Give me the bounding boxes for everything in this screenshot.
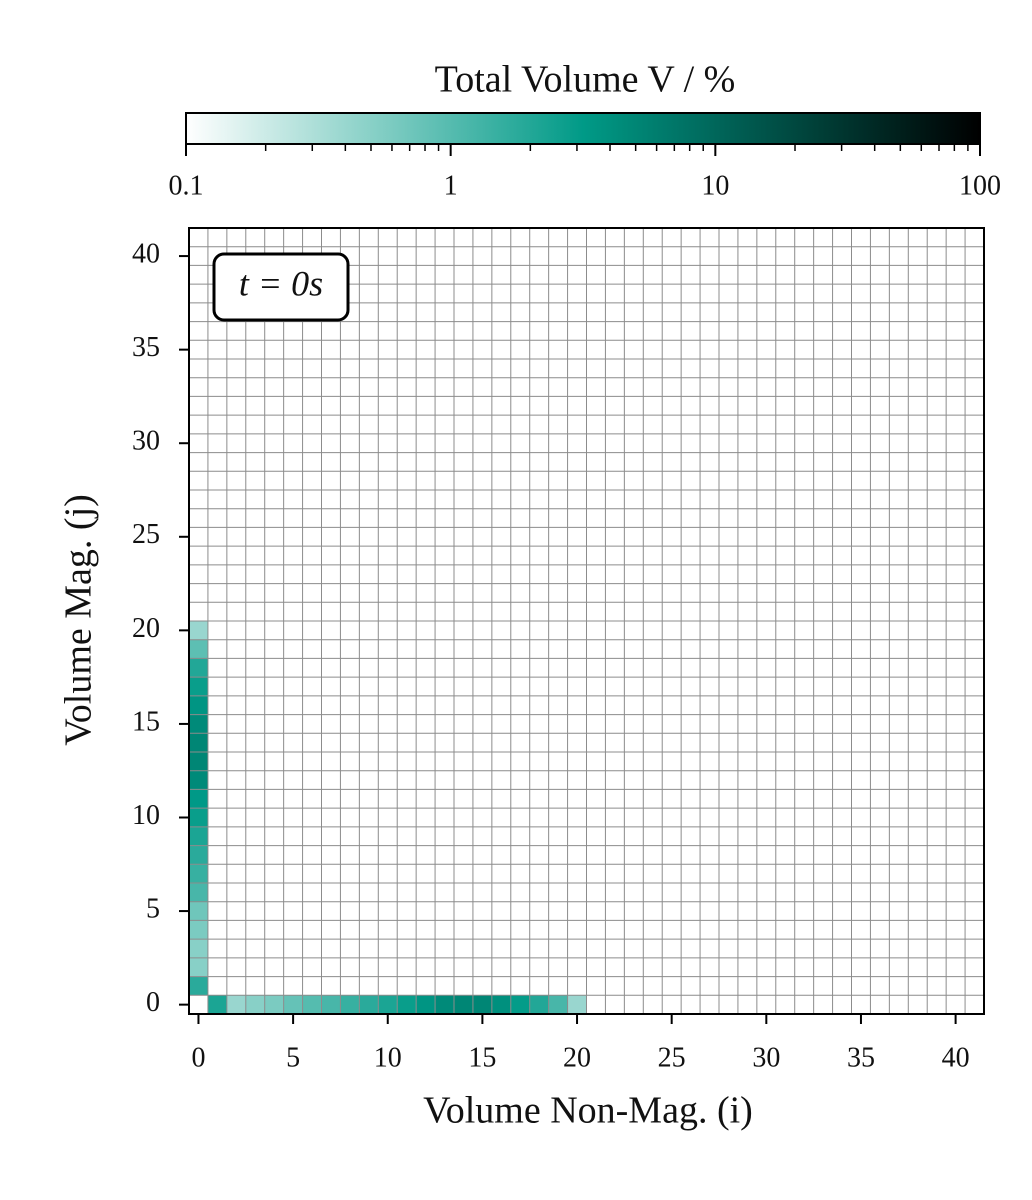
heatmap-cell [340, 995, 360, 1014]
heatmap-cell [189, 845, 208, 865]
heatmap-cell [189, 939, 208, 958]
heatmap-cell [189, 733, 208, 752]
heatmap-cell [189, 752, 208, 771]
heatmap-cell [189, 621, 208, 640]
x-tick-label: 35 [847, 1042, 875, 1073]
y-tick-label: 25 [132, 519, 160, 550]
heatmap-cell [189, 920, 208, 940]
heatmap-cell [302, 995, 322, 1014]
heatmap-cell [472, 995, 492, 1014]
heatmap-cell [510, 995, 530, 1014]
x-tick-label: 25 [658, 1042, 686, 1073]
heatmap-cell [245, 995, 265, 1014]
heatmap-cell [189, 714, 208, 734]
x-tick-label: 30 [752, 1042, 780, 1073]
annotation-box [212, 252, 350, 322]
heatmap-cell [491, 995, 511, 1014]
x-tick-label: 0 [191, 1042, 205, 1073]
y-tick-label: 10 [132, 800, 160, 831]
heatmap-cell [397, 995, 417, 1014]
heatmap-cell [435, 995, 454, 1014]
heatmap-cell [454, 995, 473, 1014]
heatmap-cell [207, 995, 227, 1014]
heatmap-cell [529, 995, 549, 1014]
x-axis-label: Volume Non-Mag. (i) [423, 1090, 753, 1132]
heatmap-cell [189, 677, 208, 696]
x-tick-label: 40 [942, 1042, 970, 1073]
plot-frame [188, 227, 985, 1015]
y-tick-label: 40 [132, 238, 160, 269]
heatmap-cell [378, 995, 398, 1014]
heatmap-cell [321, 995, 341, 1014]
colorbar-label: Total Volume V / % [435, 59, 736, 101]
colorbar [185, 112, 981, 145]
heatmap-cell [189, 864, 208, 883]
heatmap-cell [264, 995, 284, 1014]
x-tick-label: 10 [374, 1042, 402, 1073]
heatmap-cell [359, 995, 379, 1014]
heatmap-cell [189, 639, 208, 659]
y-tick-label: 5 [146, 893, 160, 924]
y-tick-label: 35 [132, 332, 160, 363]
heatmap-cell [567, 995, 587, 1014]
heatmap-cell [416, 995, 436, 1014]
y-tick-label: 0 [146, 987, 160, 1018]
heatmap-cell [189, 976, 208, 996]
y-axis-label: Volume Mag. (j) [58, 494, 100, 746]
heatmap-cell [189, 957, 208, 977]
heatmap-cell [189, 883, 208, 902]
y-tick-label: 15 [132, 706, 160, 737]
heatmap-cell [226, 995, 246, 1014]
heatmap-cell [189, 695, 208, 715]
x-tick-label: 15 [468, 1042, 496, 1073]
heatmap-cell [189, 770, 208, 790]
y-tick-label: 30 [132, 426, 160, 457]
heatmap-cell [189, 789, 208, 809]
annotation: t = 0s [239, 263, 323, 303]
heatmap-cell [189, 658, 208, 678]
heatmap-cell [283, 995, 303, 1014]
colorbar-tick-label: 10 [701, 170, 729, 201]
x-tick-label: 5 [286, 1042, 300, 1073]
colorbar-tick-label: 100 [959, 170, 1001, 201]
colorbar-tick-label: 0.1 [169, 170, 204, 201]
x-tick-label: 20 [563, 1042, 591, 1073]
y-tick-label: 20 [132, 613, 160, 644]
heatmap-cell [189, 826, 208, 846]
heatmap-cell [548, 995, 568, 1014]
heatmap-cell [189, 901, 208, 921]
colorbar-tick-label: 1 [444, 170, 458, 201]
heatmap-cell [189, 808, 208, 827]
